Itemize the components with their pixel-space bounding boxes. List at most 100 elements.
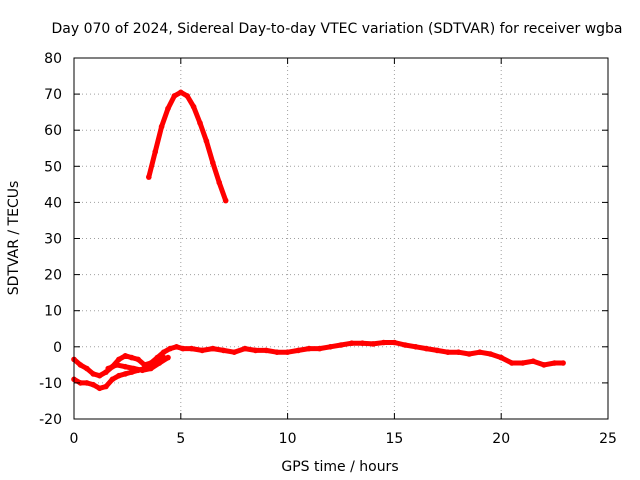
data-point (231, 349, 237, 356)
x-tick-label: 15 (385, 431, 403, 447)
y-tick-label: 10 (44, 304, 62, 320)
data-point (96, 372, 103, 379)
data-point (498, 354, 505, 361)
data-point (103, 383, 109, 390)
data-point (423, 345, 430, 352)
data-point (131, 365, 137, 372)
data-point (180, 345, 186, 352)
data-point (263, 347, 270, 354)
data-point (184, 93, 190, 99)
y-tick-label: 30 (44, 232, 62, 248)
data-point (316, 345, 323, 352)
data-point (122, 363, 129, 370)
data-point (122, 353, 129, 359)
y-tick-label: -10 (39, 376, 62, 392)
data-point (116, 356, 122, 363)
data-point (139, 367, 146, 374)
data-point (222, 197, 229, 204)
y-axis-label: SDTVAR / TECUs (6, 181, 22, 296)
data-point (165, 354, 171, 361)
data-point (445, 349, 451, 356)
series-line (146, 89, 229, 204)
data-point (135, 356, 141, 363)
x-tick-label: 5 (176, 431, 185, 447)
data-point (203, 138, 210, 144)
data-point (171, 93, 178, 99)
data-point (434, 347, 440, 354)
data-point (77, 380, 84, 386)
data-point (370, 341, 376, 347)
data-point (167, 345, 173, 352)
data-point (178, 89, 184, 96)
data-point (380, 339, 387, 346)
data-point (199, 347, 205, 354)
data-point (242, 345, 248, 352)
y-tick-label: 80 (44, 51, 62, 67)
y-tick-label: 50 (44, 159, 62, 175)
y-tick-label: 70 (44, 87, 62, 103)
data-series (71, 89, 566, 392)
data-point (220, 347, 227, 354)
data-point (165, 105, 171, 112)
data-point (160, 349, 167, 356)
data-point (152, 149, 158, 155)
data-point (105, 365, 111, 372)
x-tick-label: 0 (70, 431, 79, 447)
data-point (96, 385, 103, 392)
data-point (541, 362, 547, 368)
data-point (84, 380, 90, 386)
data-point (90, 371, 96, 377)
data-point (551, 360, 558, 366)
data-point (197, 120, 203, 126)
data-point (413, 344, 419, 350)
data-point (509, 360, 515, 366)
data-point (216, 179, 222, 186)
data-point (128, 354, 135, 361)
data-point (148, 365, 154, 372)
y-tick-label: -20 (39, 412, 62, 428)
data-point (190, 103, 197, 110)
y-tick-label: 0 (53, 340, 62, 356)
data-point (122, 371, 129, 377)
data-point (477, 349, 483, 356)
y-tick-label: 60 (44, 123, 62, 139)
data-point (391, 339, 398, 346)
data-point (84, 365, 90, 372)
data-point (146, 174, 152, 180)
data-point (519, 360, 526, 366)
axes: -20 -10 0 10 20 30 40 50 60 70 80 0 5 10 15 20 25 (39, 51, 617, 447)
data-point (455, 349, 462, 356)
data-point (274, 349, 280, 356)
data-point (530, 358, 536, 365)
data-point (402, 342, 408, 348)
data-point (188, 345, 195, 352)
data-point (252, 347, 259, 354)
data-point (359, 340, 366, 347)
data-point (348, 340, 355, 347)
data-point (327, 344, 334, 350)
data-point (560, 360, 566, 366)
data-point (338, 342, 344, 348)
data-point (487, 351, 494, 357)
data-point (295, 347, 302, 354)
data-point (158, 123, 165, 130)
data-point (77, 362, 84, 368)
data-point (306, 345, 312, 352)
x-tick-label: 10 (279, 431, 297, 447)
data-point (116, 372, 122, 379)
data-point (156, 360, 163, 366)
y-tick-label: 40 (44, 195, 62, 211)
data-point (109, 376, 116, 383)
data-point (210, 345, 216, 352)
x-tick-label: 25 (599, 431, 617, 447)
data-point (173, 344, 180, 350)
y-tick-label: 20 (44, 268, 62, 284)
data-point (210, 159, 216, 166)
data-point (466, 351, 473, 357)
x-tick-label: 20 (492, 431, 510, 447)
x-axis-label: GPS time / hours (281, 459, 398, 475)
data-point (90, 381, 96, 388)
data-point (113, 362, 120, 368)
data-point (284, 349, 291, 356)
